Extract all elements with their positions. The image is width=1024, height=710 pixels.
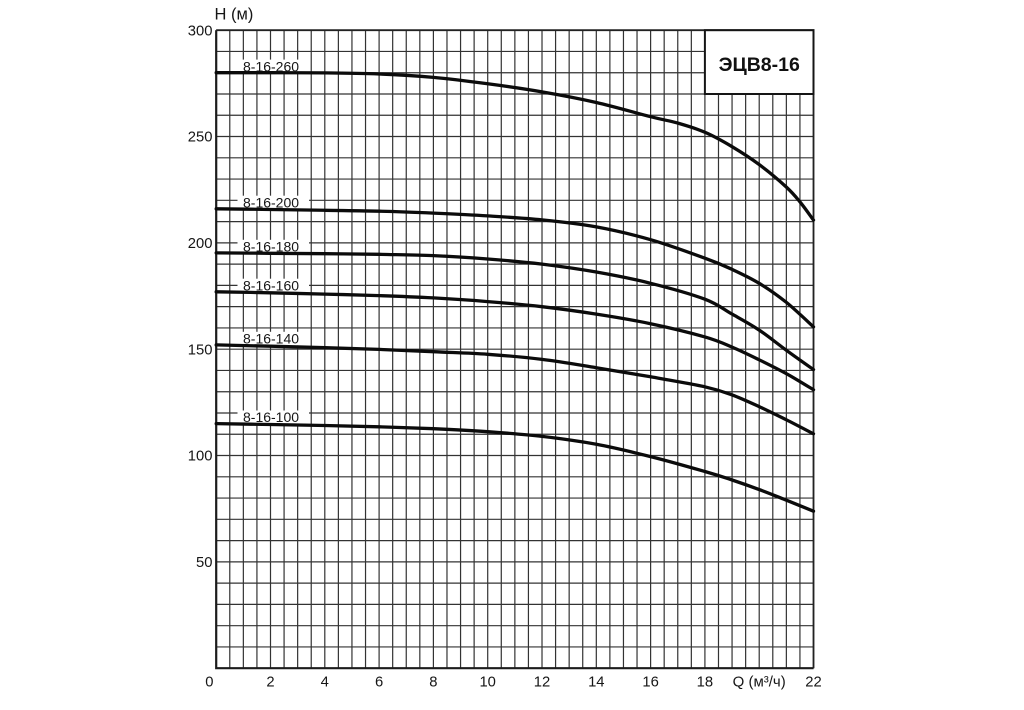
svg-text:8-16-140: 8-16-140 bbox=[243, 331, 299, 347]
svg-text:4: 4 bbox=[321, 675, 329, 691]
svg-text:8-16-260: 8-16-260 bbox=[243, 58, 299, 74]
svg-text:6: 6 bbox=[375, 675, 383, 691]
svg-text:200: 200 bbox=[188, 236, 213, 252]
svg-text:300: 300 bbox=[188, 23, 213, 39]
svg-text:2: 2 bbox=[266, 675, 274, 691]
svg-text:18: 18 bbox=[697, 675, 713, 691]
svg-text:8: 8 bbox=[429, 675, 437, 691]
svg-text:8-16-180: 8-16-180 bbox=[243, 239, 299, 255]
svg-text:100: 100 bbox=[188, 449, 213, 465]
svg-text:250: 250 bbox=[188, 130, 213, 146]
svg-text:150: 150 bbox=[188, 342, 213, 358]
svg-text:10: 10 bbox=[479, 675, 495, 691]
svg-text:16: 16 bbox=[642, 675, 658, 691]
svg-text:8-16-100: 8-16-100 bbox=[243, 409, 299, 425]
svg-text:0: 0 bbox=[205, 675, 213, 691]
svg-text:22: 22 bbox=[805, 675, 821, 691]
svg-text:Н (м): Н (м) bbox=[215, 6, 254, 24]
svg-text:12: 12 bbox=[534, 675, 550, 691]
svg-text:8-16-200: 8-16-200 bbox=[243, 194, 299, 210]
svg-text:ЭЦВ8-16: ЭЦВ8-16 bbox=[719, 54, 800, 76]
svg-text:Q (м³/ч): Q (м³/ч) bbox=[733, 674, 786, 691]
svg-text:8-16-160: 8-16-160 bbox=[243, 277, 299, 293]
svg-text:14: 14 bbox=[588, 675, 604, 691]
svg-text:50: 50 bbox=[196, 555, 212, 571]
